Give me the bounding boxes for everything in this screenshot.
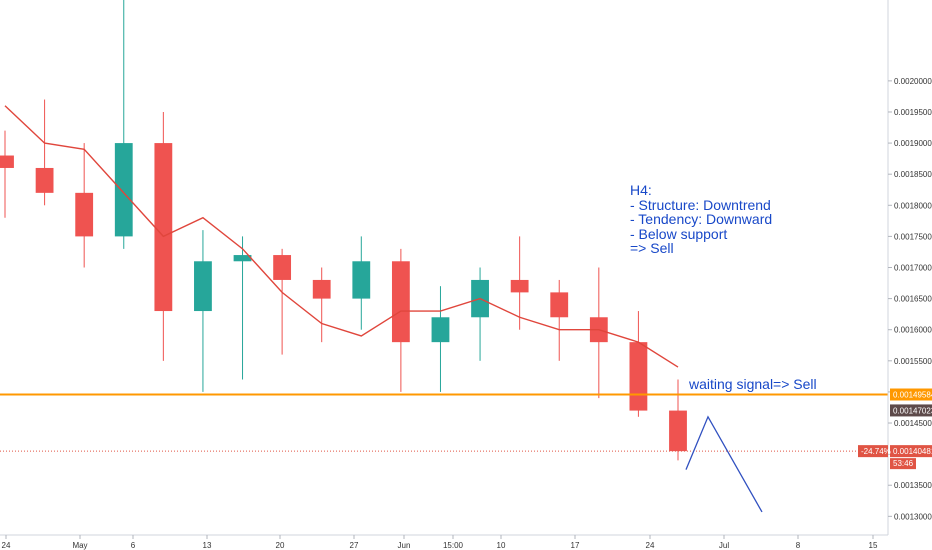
x-tick-label: 15 bbox=[869, 541, 878, 550]
candle-body bbox=[0, 155, 14, 168]
x-tick-label: 13 bbox=[203, 541, 212, 550]
support-price-label: 0.00149584 bbox=[893, 391, 932, 400]
x-tick-label: 15:00 bbox=[443, 541, 464, 550]
annotation-line: - Structure: Downtrend bbox=[630, 196, 771, 213]
x-tick-label: 17 bbox=[571, 541, 580, 550]
candle-body bbox=[669, 410, 687, 452]
x-tick-label: 10 bbox=[497, 541, 506, 550]
moving-average-layer bbox=[4, 105, 679, 368]
candle-body bbox=[273, 255, 292, 280]
change-label-bg bbox=[858, 445, 888, 458]
candle-body bbox=[35, 167, 54, 193]
countdown-label: 53:46 bbox=[893, 459, 914, 468]
projection-layer bbox=[685, 415, 763, 513]
signal-annotation: waiting signal=> Sell bbox=[689, 376, 817, 392]
candle-body bbox=[194, 261, 212, 312]
candle-body bbox=[233, 255, 252, 262]
x-tick-label: May bbox=[72, 541, 87, 550]
mark-price-label-bg bbox=[890, 404, 932, 417]
projection-path bbox=[685, 415, 763, 513]
change-label: -24.74% bbox=[861, 447, 891, 456]
mark-price-label: 0.00147023 bbox=[893, 406, 932, 415]
candle-body bbox=[550, 292, 569, 318]
x-tick-label: Jul bbox=[719, 541, 729, 550]
candle-body bbox=[75, 192, 94, 237]
countdown-label-bg bbox=[890, 458, 916, 470]
candle-body bbox=[154, 143, 173, 312]
annotation-line: H4: bbox=[630, 182, 652, 198]
x-tick-label: 24 bbox=[2, 541, 11, 550]
x-tick-label: 6 bbox=[131, 541, 136, 550]
x-tick-label: Jun bbox=[398, 541, 411, 550]
support-price-label-bg bbox=[890, 388, 932, 401]
annotation-line: - Below support bbox=[630, 225, 728, 242]
candle-body bbox=[391, 261, 410, 343]
y-tick-label: 0.00200000 bbox=[894, 77, 932, 86]
candle-body bbox=[431, 317, 450, 343]
current-price-label: 0.00140481 bbox=[893, 447, 932, 456]
candle-body bbox=[352, 261, 371, 299]
moving-average-line bbox=[4, 105, 679, 368]
candle-body bbox=[312, 279, 331, 299]
x-tick-label: 8 bbox=[796, 541, 801, 550]
annotation-line: - Tendency: Downward bbox=[630, 211, 773, 228]
candles-layer bbox=[0, 0, 687, 461]
x-tick-label: 20 bbox=[276, 541, 285, 550]
x-tick-label: 24 bbox=[646, 541, 655, 550]
candle-body bbox=[114, 143, 133, 237]
x-tick-label: 27 bbox=[350, 541, 359, 550]
analysis-annotation: H4: - Structure: Downtrend - Tendency: D… bbox=[630, 183, 772, 256]
annotation-line: => Sell bbox=[630, 240, 674, 257]
current-price-label-bg bbox=[890, 445, 932, 458]
candle-body bbox=[629, 342, 648, 411]
candle-body bbox=[510, 279, 529, 293]
levels-layer bbox=[0, 393, 888, 452]
